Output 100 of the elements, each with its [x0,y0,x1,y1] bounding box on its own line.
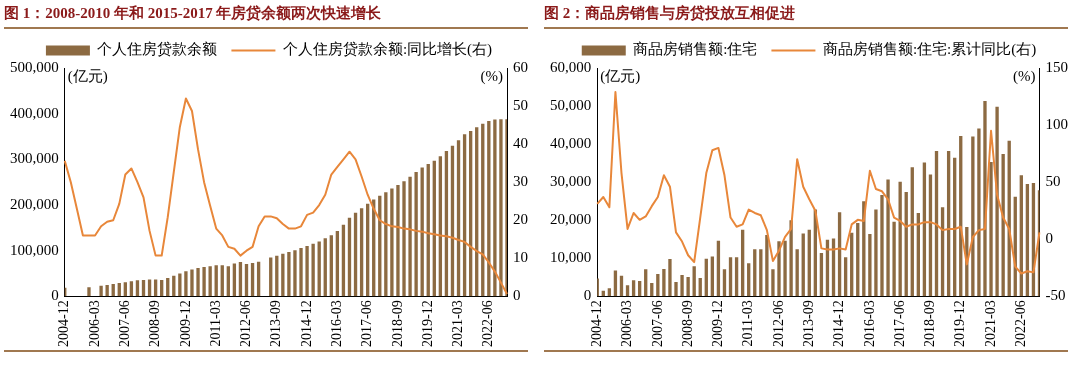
bar [384,192,388,297]
bar [692,266,696,297]
bar [868,233,872,297]
x-tick-label: 2012-06 [770,300,786,348]
x-tick-label: 2008-09 [147,300,163,348]
x-tick-label: 2009-12 [710,300,726,348]
bar [499,119,503,297]
bar [989,162,993,297]
bar [783,240,787,297]
bar [983,101,987,297]
x-tick-label: 2018-09 [389,300,405,348]
x-tick-label: 2017-06 [891,300,907,348]
bar [287,252,291,297]
y2-tick-label: 100 [1045,116,1068,133]
bar [505,119,507,297]
y-axis-title: (亿元) [67,68,108,86]
y-tick-label: 500,000 [10,58,59,75]
x-tick-label: 2009-12 [177,300,193,348]
bar [147,279,152,297]
bar [305,246,309,297]
bar [184,271,188,297]
y-tick-label: 10,000 [550,249,592,266]
bar [311,243,315,297]
bar [771,269,775,297]
legend-label: 个人住房贷款余额:同比增长(右) [282,41,493,59]
bar [662,268,666,297]
x-tick-label: 2011-03 [740,300,756,347]
x-tick-label: 2007-06 [649,300,665,348]
bar [353,212,358,297]
bar [886,179,890,297]
chart-title: 图 2：商品房销售与房贷投放互相促进 [544,4,1068,29]
x-tick-label: 2021-03 [982,300,998,348]
bar [995,106,999,297]
bar [631,280,636,297]
bar [226,266,230,297]
bar [765,235,769,297]
bar [753,249,757,297]
x-tick-label: 2014-12 [831,300,847,348]
bar [674,281,678,297]
bar [190,269,194,297]
y2-tick-label: 0 [1045,230,1053,247]
bar [178,273,182,297]
y-tick-label: 20,000 [550,211,592,228]
x-tick-label: 2006-03 [619,300,635,348]
bar [668,259,672,297]
bar [680,275,684,297]
x-tick-label: 2019-12 [419,300,435,348]
y2-tick-label: 50 [1045,173,1061,190]
y-axis-title: (亿元) [600,68,641,86]
x-tick-label: 2004-12 [56,300,72,348]
y2-tick-label: 150 [1045,58,1068,75]
y2-tick-label: 50 [513,96,528,113]
x-tick-label: 2022-06 [1013,300,1028,348]
bar [777,241,781,297]
x-tick-label: 2016-03 [329,300,345,348]
bar [220,265,224,297]
bar [293,250,297,297]
bar [892,221,896,297]
bar [710,256,715,297]
y2-tick-label: 60 [513,58,528,75]
bar [135,280,140,297]
bar [196,268,200,297]
bar [208,266,212,297]
bar [329,235,333,297]
x-tick-label: 2008-09 [679,300,695,348]
x-tick-label: 2021-03 [450,300,466,348]
x-tick-label: 2017-06 [359,300,375,348]
bar [99,285,103,297]
bar [214,265,218,297]
legend-label: 商品房销售额:住宅 [633,41,758,58]
bar [402,181,406,297]
x-tick-label: 2013-09 [800,300,816,348]
bar [202,267,206,297]
x-tick-label: 2014-12 [298,300,314,348]
bar [613,270,618,297]
y-tick-label: 0 [51,287,59,304]
bar [898,181,902,297]
y-tick-label: 100,000 [10,241,59,258]
bar [874,209,878,297]
y2-tick-label: 10 [513,249,528,266]
y-tick-label: 40,000 [550,135,592,152]
x-tick-label: 2011-03 [207,300,223,347]
x-tick-label: 2007-06 [117,300,132,348]
bar [880,195,884,297]
bar [759,249,763,297]
bar [281,253,285,297]
y2-tick-label: -50 [1045,287,1066,304]
x-tick-label: 2018-09 [922,300,938,348]
bar [87,287,91,297]
y-tick-label: 200,000 [10,195,59,212]
x-tick-label: 2012-06 [238,300,254,348]
x-tick-label: 2013-09 [268,300,284,348]
legend-label: 商品房销售额:住宅:累计同比(右) [822,41,1037,59]
bar [408,176,412,297]
bar [747,263,751,297]
y2-tick-label: 30 [513,173,528,190]
bar [789,220,793,297]
y2-axis-title: (%) [1013,68,1036,86]
x-tick-label: 2006-03 [86,300,102,348]
bar [105,284,109,297]
